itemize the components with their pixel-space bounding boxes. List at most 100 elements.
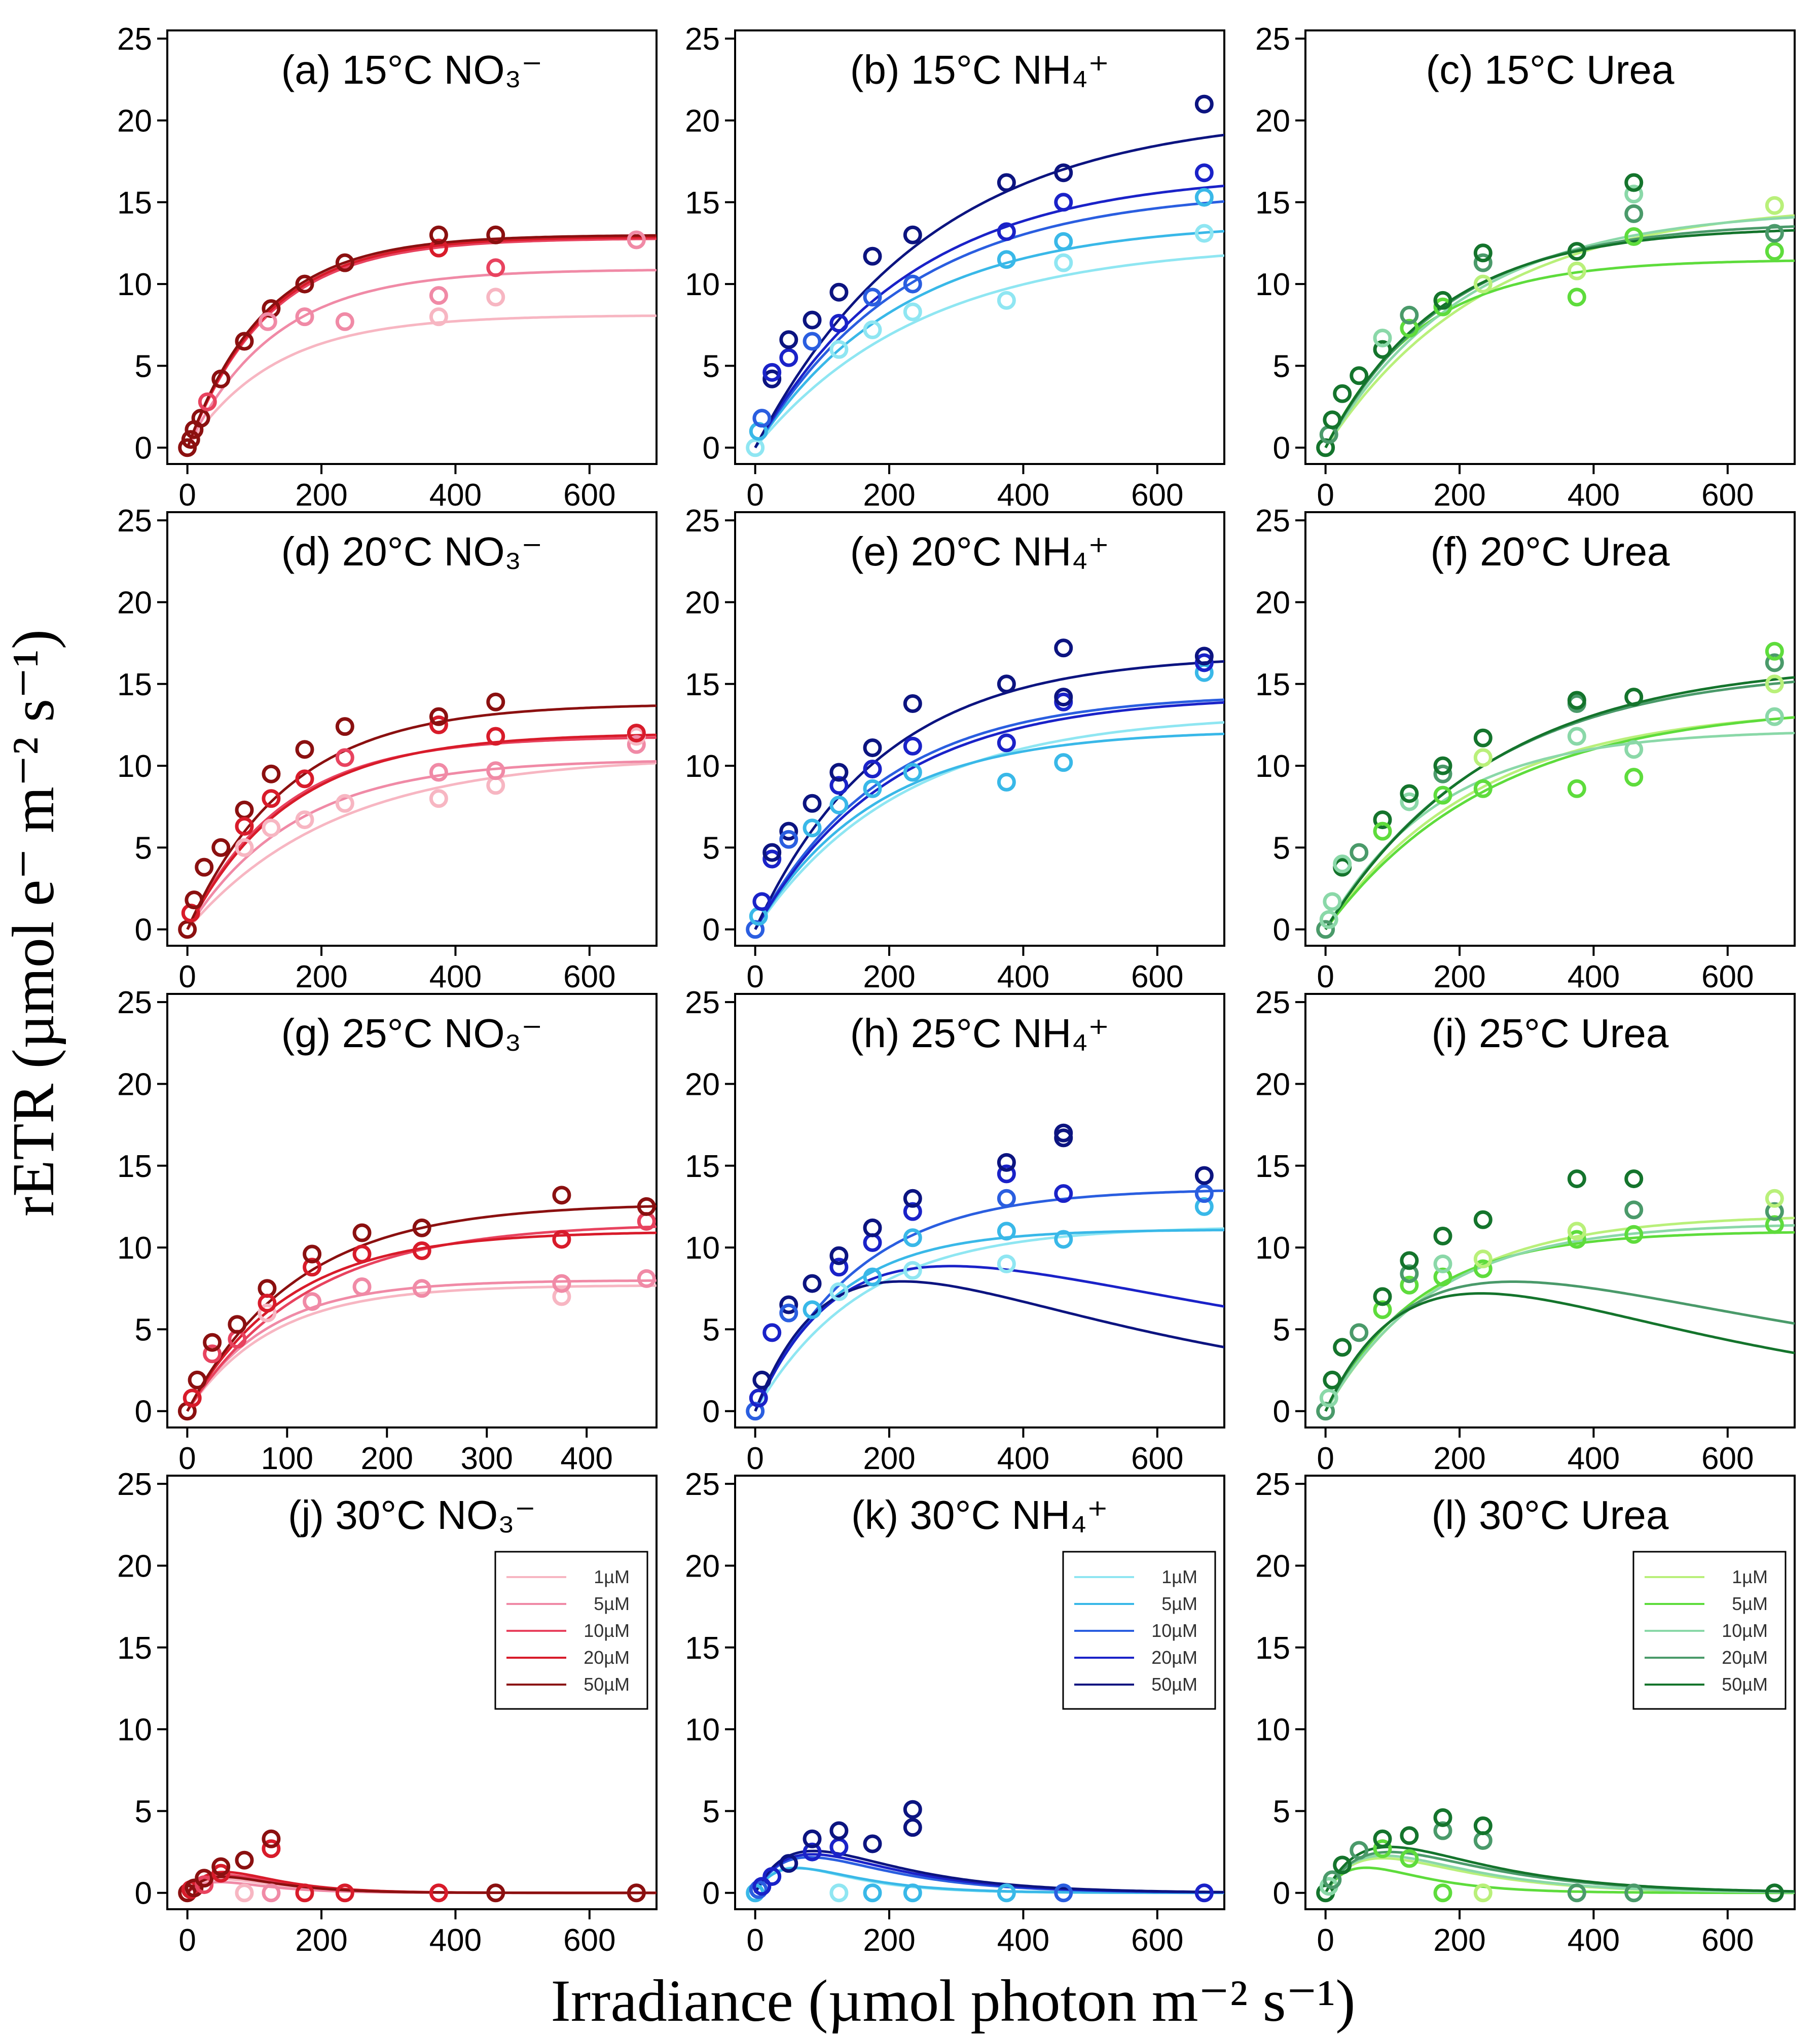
legend-label: 10µM [1722, 1620, 1768, 1641]
data-point [1473, 1831, 1493, 1850]
fit-line-5µM [754, 1867, 1224, 1895]
data-point [1054, 232, 1073, 251]
data-point [1567, 1883, 1586, 1903]
x-tick-label: 200 [863, 1923, 915, 1958]
panel-d: 0 5 10 15 20 25 0 200 400 600 (d) 20°C NO₃⁻ [117, 504, 658, 994]
data-point [1473, 253, 1493, 272]
x-tick-label: 400 [997, 959, 1049, 994]
data-point [829, 1282, 849, 1301]
data-point [258, 1303, 277, 1323]
y-tick-label: 5 [135, 349, 152, 384]
data-point [1624, 173, 1644, 192]
data-point [1400, 318, 1419, 338]
data-point [627, 724, 646, 743]
data-point [258, 1279, 277, 1298]
data-point [1473, 1883, 1493, 1903]
fit-line-10µM [1324, 216, 1795, 448]
data-point [803, 332, 822, 351]
data-point [779, 830, 798, 849]
y-tick-label: 5 [703, 1312, 720, 1347]
data-point [997, 733, 1016, 753]
data-point [863, 1218, 882, 1237]
data-point [258, 1294, 277, 1313]
data-point [1373, 810, 1392, 830]
data-point [829, 1246, 849, 1265]
data-point [1400, 1849, 1419, 1868]
data-point [295, 1883, 314, 1903]
data-point [1765, 641, 1784, 661]
data-point [1194, 1166, 1214, 1185]
y-tick-label: 0 [1273, 1876, 1290, 1911]
y-tick-label: 10 [685, 1231, 720, 1266]
data-point [1765, 1883, 1784, 1903]
fit-line-20µM [186, 1231, 657, 1412]
data-point [1323, 1870, 1342, 1889]
data-point [429, 1883, 448, 1903]
y-tick-label: 15 [117, 1149, 152, 1184]
x-tick-label: 0 [178, 1441, 196, 1476]
panel-l: 0 5 10 15 20 25 0 200 400 600 (l) 30°C Urea 1µM 5µM 1… [1255, 1467, 1796, 1958]
x-tick-label: 300 [460, 1441, 513, 1476]
data-point [1433, 1883, 1452, 1903]
data-point [1054, 253, 1073, 272]
x-tick-label: 200 [295, 1923, 347, 1958]
data-point [203, 1333, 222, 1352]
panel-i: 0 5 10 15 20 25 0 200 400 600 (i) 25°C Urea [1255, 985, 1796, 1476]
data-point [749, 1388, 768, 1408]
fit-line-50µM [754, 660, 1224, 930]
x-tick-label: 0 [1317, 959, 1334, 994]
panel-title: (d) 20°C NO₃⁻ [281, 529, 543, 574]
y-tick-label: 15 [1255, 1149, 1290, 1184]
data-point [1433, 1227, 1452, 1246]
fit-line-50µM [1324, 229, 1795, 448]
data-point [295, 740, 314, 759]
legend-label: 50µM [1722, 1674, 1768, 1695]
x-tick-label: 400 [1568, 959, 1620, 994]
data-point [1400, 1826, 1419, 1845]
y-tick-label: 20 [117, 1067, 152, 1102]
data-point [1433, 291, 1452, 310]
data-point [412, 1241, 431, 1261]
data-point [1473, 1249, 1493, 1269]
data-point [262, 1839, 281, 1859]
data-point [1400, 1275, 1419, 1295]
legend-label: 20µM [1722, 1647, 1768, 1668]
plot-frame [1304, 1475, 1796, 1910]
data-point [1194, 653, 1214, 672]
y-tick-label: 20 [1255, 585, 1290, 620]
x-tick-label: 400 [429, 959, 482, 994]
data-point [1054, 1184, 1073, 1203]
fit-line-1µM [754, 1227, 1224, 1412]
data-point [779, 821, 798, 841]
panel-c: 0 5 10 15 20 25 0 200 400 600 (c) 15°C Urea [1255, 22, 1796, 513]
panel-title: (i) 25°C Urea [1432, 1011, 1669, 1056]
plot-frame [1304, 993, 1796, 1428]
data-point [829, 776, 849, 795]
x-tick-label: 200 [295, 478, 347, 513]
data-point [258, 312, 277, 331]
data-point [997, 250, 1016, 269]
panel-k: 0 5 10 15 20 25 0 200 400 600 (k) 30°C NH₄⁺ 1µM 5µM 1… [685, 1467, 1225, 1958]
y-tick-label: 20 [685, 103, 720, 138]
plot-frame [734, 29, 1225, 465]
data-point [1373, 1839, 1392, 1859]
y-tick-label: 20 [117, 585, 152, 620]
data-point [1373, 1287, 1392, 1306]
legend-label: 1µM [594, 1566, 630, 1587]
data-point [863, 288, 882, 307]
y-tick-label: 15 [1255, 186, 1290, 221]
data-point [429, 789, 448, 808]
y-tick-label: 0 [703, 1876, 720, 1911]
plot-area [1316, 1169, 1795, 1421]
y-tick-label: 15 [685, 1631, 720, 1666]
y-tick-label: 25 [685, 1467, 720, 1502]
data-point [211, 369, 231, 388]
panel-title: (j) 30°C NO₃⁻ [288, 1492, 536, 1538]
y-tick-label: 15 [685, 667, 720, 702]
data-point [295, 769, 314, 789]
y-tick-label: 5 [1273, 1312, 1290, 1347]
data-point [903, 1202, 922, 1221]
data-point [779, 1295, 798, 1314]
panel-title: (g) 25°C NO₃⁻ [281, 1011, 543, 1056]
